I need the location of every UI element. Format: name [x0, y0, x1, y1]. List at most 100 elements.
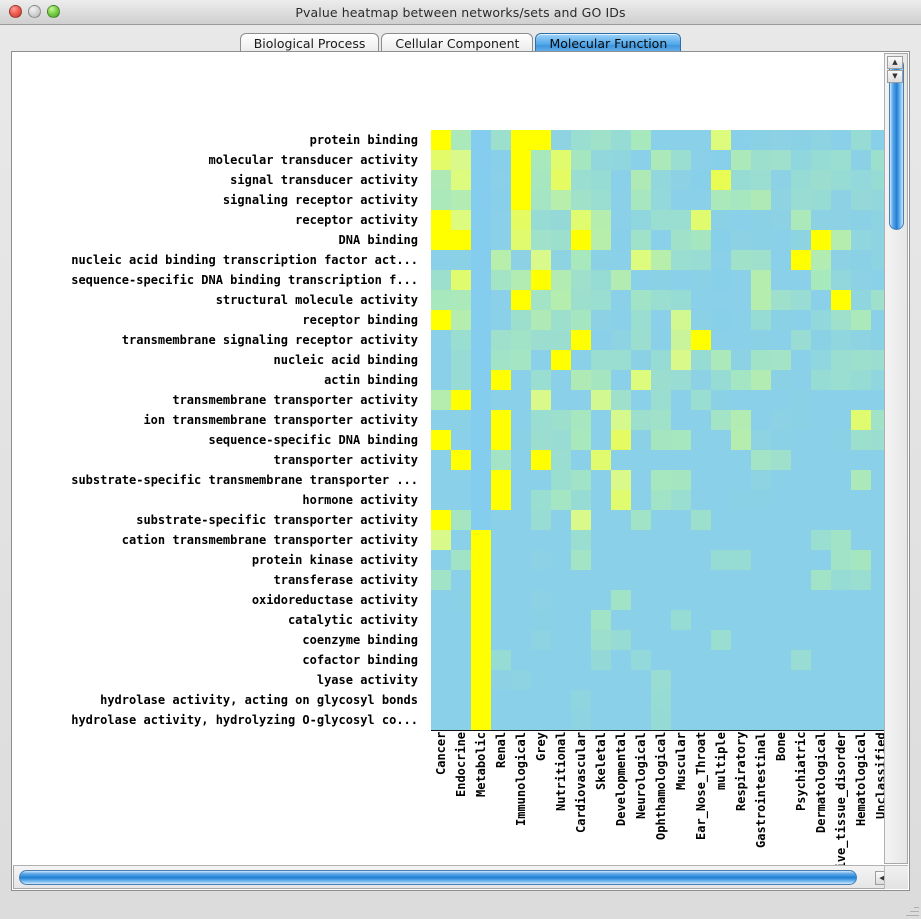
- heatmap-cell[interactable]: [831, 270, 851, 290]
- heatmap-cell[interactable]: [451, 250, 471, 270]
- heatmap-cell[interactable]: [651, 430, 671, 450]
- heatmap-cell[interactable]: [791, 430, 811, 450]
- heatmap-cell[interactable]: [651, 590, 671, 610]
- heatmap-cell[interactable]: [651, 170, 671, 190]
- heatmap-cell[interactable]: [471, 670, 491, 690]
- heatmap-cell[interactable]: [511, 250, 531, 270]
- heatmap-cell[interactable]: [831, 230, 851, 250]
- heatmap-cell[interactable]: [471, 230, 491, 250]
- heatmap-cell[interactable]: [631, 350, 651, 370]
- heatmap-cell[interactable]: [491, 330, 511, 350]
- heatmap-cell[interactable]: [711, 530, 731, 550]
- heatmap-cell[interactable]: [851, 570, 871, 590]
- heatmap-cell[interactable]: [691, 590, 711, 610]
- heatmap-cell[interactable]: [551, 530, 571, 550]
- heatmap-cell[interactable]: [751, 370, 771, 390]
- heatmap-cell[interactable]: [631, 330, 651, 350]
- heatmap-cell[interactable]: [871, 250, 886, 270]
- heatmap-cell[interactable]: [731, 270, 751, 290]
- heatmap-cell[interactable]: [871, 230, 886, 250]
- heatmap-cell[interactable]: [831, 630, 851, 650]
- heatmap-cell[interactable]: [791, 550, 811, 570]
- heatmap-cell[interactable]: [791, 450, 811, 470]
- heatmap-cell[interactable]: [751, 270, 771, 290]
- heatmap-cell[interactable]: [871, 370, 886, 390]
- heatmap-cell[interactable]: [551, 510, 571, 530]
- heatmap-cell[interactable]: [551, 410, 571, 430]
- resize-grip-icon[interactable]: [904, 903, 919, 918]
- heatmap-cell[interactable]: [691, 710, 711, 730]
- heatmap-cell[interactable]: [871, 210, 886, 230]
- heatmap-cell[interactable]: [671, 690, 691, 710]
- heatmap-cell[interactable]: [471, 510, 491, 530]
- heatmap-cell[interactable]: [551, 310, 571, 330]
- heatmap-cell[interactable]: [491, 470, 511, 490]
- scroll-up-arrow-icon[interactable]: ▲: [887, 56, 903, 69]
- heatmap-cell[interactable]: [511, 650, 531, 670]
- heatmap-cell[interactable]: [671, 130, 691, 150]
- heatmap-cell[interactable]: [511, 290, 531, 310]
- heatmap-cell[interactable]: [851, 290, 871, 310]
- heatmap-cell[interactable]: [551, 370, 571, 390]
- heatmap-cell[interactable]: [431, 470, 451, 490]
- heatmap-cell[interactable]: [671, 550, 691, 570]
- heatmap-cell[interactable]: [811, 510, 831, 530]
- heatmap-cell[interactable]: [771, 290, 791, 310]
- heatmap-cell[interactable]: [551, 590, 571, 610]
- heatmap-cell[interactable]: [851, 350, 871, 370]
- heatmap-cell[interactable]: [731, 690, 751, 710]
- heatmap-cell[interactable]: [571, 390, 591, 410]
- heatmap-cell[interactable]: [771, 130, 791, 150]
- heatmap-cell[interactable]: [791, 170, 811, 190]
- heatmap-cell[interactable]: [831, 590, 851, 610]
- heatmap-cell[interactable]: [771, 150, 791, 170]
- heatmap-cell[interactable]: [471, 630, 491, 650]
- heatmap-cell[interactable]: [791, 530, 811, 550]
- heatmap-cell[interactable]: [831, 390, 851, 410]
- heatmap-cell[interactable]: [651, 710, 671, 730]
- heatmap-cell[interactable]: [531, 630, 551, 650]
- heatmap-cell[interactable]: [691, 330, 711, 350]
- heatmap-cell[interactable]: [551, 610, 571, 630]
- heatmap-cell[interactable]: [671, 510, 691, 530]
- heatmap-cell[interactable]: [851, 150, 871, 170]
- heatmap-cell[interactable]: [451, 570, 471, 590]
- heatmap-cell[interactable]: [851, 510, 871, 530]
- heatmap-cell[interactable]: [751, 690, 771, 710]
- heatmap-cell[interactable]: [491, 410, 511, 430]
- heatmap-cell[interactable]: [751, 590, 771, 610]
- heatmap-cell[interactable]: [751, 530, 771, 550]
- heatmap-cell[interactable]: [631, 270, 651, 290]
- heatmap-cell[interactable]: [871, 710, 886, 730]
- heatmap-cell[interactable]: [431, 250, 451, 270]
- heatmap-cell[interactable]: [431, 130, 451, 150]
- tab-cellular-component[interactable]: Cellular Component: [381, 33, 534, 56]
- heatmap-cell[interactable]: [871, 550, 886, 570]
- heatmap-cell[interactable]: [631, 210, 651, 230]
- heatmap-cell[interactable]: [771, 430, 791, 450]
- heatmap-cell[interactable]: [731, 370, 751, 390]
- heatmap-cell[interactable]: [811, 610, 831, 630]
- heatmap-cell[interactable]: [591, 670, 611, 690]
- heatmap-cell[interactable]: [691, 650, 711, 670]
- heatmap-cell[interactable]: [871, 450, 886, 470]
- heatmap-cell[interactable]: [571, 510, 591, 530]
- heatmap-cell[interactable]: [751, 410, 771, 430]
- heatmap-cell[interactable]: [831, 370, 851, 390]
- heatmap-cell[interactable]: [571, 130, 591, 150]
- heatmap-cell[interactable]: [711, 130, 731, 150]
- heatmap-cell[interactable]: [631, 710, 651, 730]
- heatmap-cell[interactable]: [611, 330, 631, 350]
- heatmap-cell[interactable]: [711, 650, 731, 670]
- heatmap-cell[interactable]: [791, 250, 811, 270]
- heatmap-cell[interactable]: [831, 470, 851, 490]
- heatmap-cell[interactable]: [651, 550, 671, 570]
- heatmap-cell[interactable]: [831, 690, 851, 710]
- heatmap-cell[interactable]: [631, 370, 651, 390]
- heatmap-cell[interactable]: [631, 310, 651, 330]
- heatmap-cell[interactable]: [791, 470, 811, 490]
- heatmap-cell[interactable]: [691, 350, 711, 370]
- heatmap-cell[interactable]: [671, 310, 691, 330]
- heatmap-cell[interactable]: [671, 430, 691, 450]
- heatmap-cell[interactable]: [531, 610, 551, 630]
